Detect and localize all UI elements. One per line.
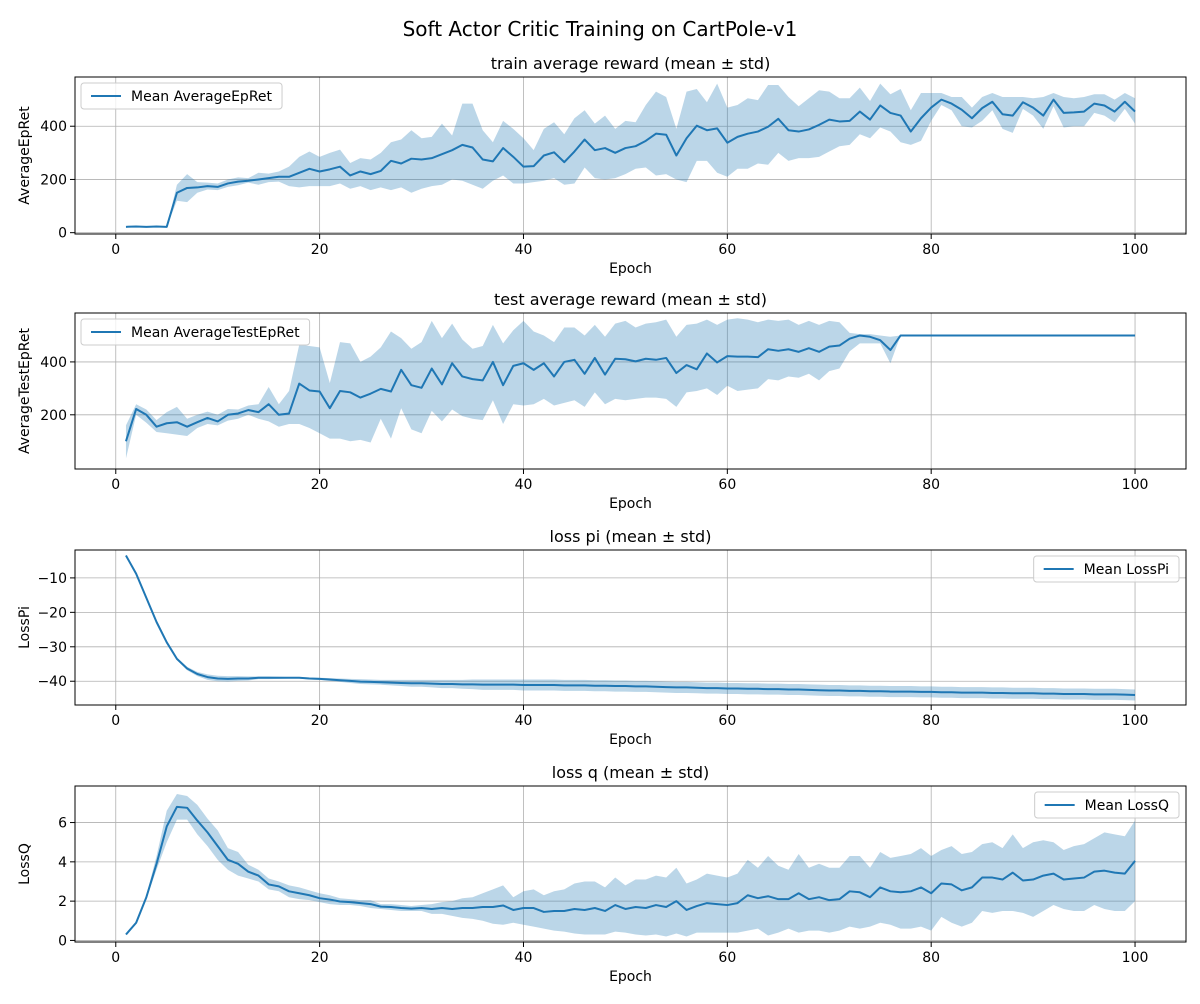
legend-box [1033,555,1180,583]
x-tick-label: 40 [515,950,533,966]
legend-box [1034,791,1180,819]
x-tick-label: 0 [111,242,120,258]
subplot-4: 0 20 40 60 80 100 0 2 4 6 loss q (mean ± std) Epoch… [17,763,1187,985]
y-tick-label: −20 [37,605,67,621]
y-axis-label: AverageTestEpRet [17,327,33,454]
x-tick-label: 40 [515,713,533,729]
y-tick-label: 4 [58,855,67,871]
mean-line [125,805,1136,936]
x-tick-label: 40 [515,242,533,258]
y-axis-label: LossQ [17,843,33,885]
legend-box [80,318,311,346]
figure-suptitle: Soft Actor Critic Training on CartPole-v… [403,17,798,41]
y-tick-label: −30 [37,640,67,656]
axes-frame [74,785,1187,943]
x-tick-label: 0 [111,713,120,729]
y-axis-label: LossPi [17,606,33,649]
y-tick-label: 0 [58,226,67,242]
x-tick-label: 100 [1122,950,1149,966]
x-axis-label: Epoch [609,732,652,748]
subplot-title: train average reward (mean ± std) [491,54,771,73]
subplot-title: loss q (mean ± std) [552,763,709,782]
legend-label: Mean LossPi [1084,562,1169,578]
subplot-2: 0 20 40 60 80 100 200 400 test average reward (m… [17,290,1187,512]
mean-line [125,334,1136,442]
x-tick-label: 20 [311,950,329,966]
x-tick-label: 80 [922,713,940,729]
axes-frame [74,76,1187,235]
y-tick-label: 0 [58,933,67,949]
x-tick-label: 0 [111,477,120,493]
x-tick-label: 60 [718,477,736,493]
legend-label: Mean LossQ [1085,798,1169,814]
x-axis-label: Epoch [609,496,652,512]
x-tick-label: 40 [515,477,533,493]
x-tick-label: 80 [922,950,940,966]
y-tick-label: 200 [40,172,67,188]
y-tick-label: −10 [37,571,67,587]
subplot-3: 0 20 40 60 80 100 −40 −30 −20 −10 loss pi (mean ± … [17,527,1187,748]
subplot-title: test average reward (mean ± std) [494,290,767,309]
y-tick-label: 400 [40,355,67,371]
x-tick-label: 80 [922,477,940,493]
legend: Mean LossPi [1033,555,1180,583]
x-tick-label: 60 [718,242,736,258]
x-tick-label: 20 [311,242,329,258]
x-axis-label: Epoch [609,261,652,277]
legend-box [80,82,283,110]
x-tick-label: 100 [1122,242,1149,258]
legend: Mean LossQ [1034,791,1180,819]
legend: Mean AverageTestEpRet [80,318,311,346]
legend-label: Mean AverageTestEpRet [131,325,300,341]
x-tick-label: 80 [922,242,940,258]
y-axis-label: AverageEpRet [17,106,33,205]
legend-label: Mean AverageEpRet [131,89,273,105]
axes-frame [74,549,1187,706]
mean-line [125,555,1136,697]
y-tick-label: 6 [58,816,67,832]
std-band [125,318,1136,459]
x-axis-label: Epoch [609,969,652,985]
x-tick-label: 20 [311,477,329,493]
y-tick-label: 2 [58,894,67,910]
x-tick-label: 20 [311,713,329,729]
x-tick-label: 0 [111,950,120,966]
std-band [125,83,1136,227]
x-tick-label: 100 [1122,713,1149,729]
y-tick-label: 200 [40,408,67,424]
x-tick-label: 100 [1122,477,1149,493]
x-tick-label: 60 [718,950,736,966]
y-tick-label: −40 [37,674,67,690]
y-tick-label: 400 [40,119,67,135]
legend: Mean AverageEpRet [80,82,283,110]
mean-line [125,98,1136,228]
axes-frame [74,312,1187,470]
subplot-title: loss pi (mean ± std) [550,527,712,546]
subplot-1: 0 20 40 60 80 100 0 200 400 train average reward … [17,54,1187,277]
x-tick-label: 60 [718,713,736,729]
std-band [125,794,1136,937]
